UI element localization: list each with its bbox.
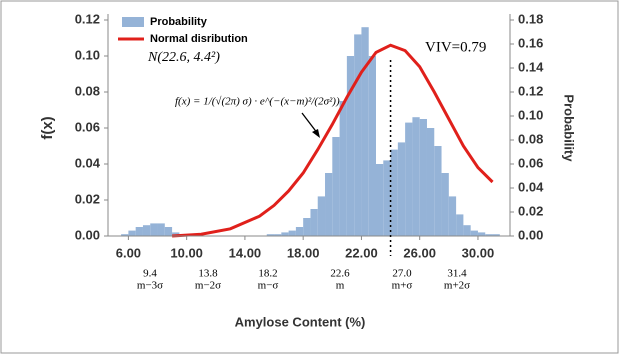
y2-tick-label: 0.12 xyxy=(518,83,543,98)
y2-tick-label: 0.16 xyxy=(518,35,543,50)
y2-tick-label: 0.14 xyxy=(518,59,544,74)
histogram-bar xyxy=(426,128,435,236)
sigma-value: 9.4 xyxy=(143,268,157,280)
histogram-bar xyxy=(354,34,362,237)
y-tick-label: 0.02 xyxy=(75,191,100,206)
x-tick-label: 22.00 xyxy=(345,245,378,260)
histogram-bar xyxy=(339,101,347,236)
histogram-bar xyxy=(463,225,471,236)
sigma-value: 18.2 xyxy=(258,268,277,280)
histogram-bar xyxy=(485,234,493,236)
normal-curve xyxy=(171,43,494,238)
histogram-bar xyxy=(128,230,136,236)
y-tick-label: 0.06 xyxy=(75,119,100,134)
y2-tick-label: 0.02 xyxy=(518,203,543,218)
histogram-bar xyxy=(368,56,376,236)
sigma-label: m−σ xyxy=(258,280,279,292)
histogram-bar xyxy=(164,227,173,236)
histogram-bar xyxy=(441,173,449,236)
histogram-bar xyxy=(157,223,165,236)
histogram-bar xyxy=(470,230,478,236)
y2-tick-label: 0.06 xyxy=(518,155,543,170)
histogram-bar xyxy=(376,164,384,236)
histogram-bar xyxy=(390,149,398,236)
histogram-bar xyxy=(383,160,391,236)
histogram-bar xyxy=(492,234,500,236)
formula-note: f(x) = 1/(√(2π) σ) · e^(−(x−m)²/(2σ²)) xyxy=(175,96,340,108)
y2-tick-label: 0.04 xyxy=(518,179,544,194)
y2-tick-label: 0.00 xyxy=(518,227,543,242)
distribution-note: N(22.6, 4.4²) xyxy=(147,50,220,65)
x-tick-label: 6.00 xyxy=(116,245,141,260)
y2-tick-label: 0.10 xyxy=(518,107,543,122)
histogram-bar xyxy=(288,230,296,236)
x-tick-label: 30.00 xyxy=(462,245,495,260)
legend-label: Probability xyxy=(150,16,208,28)
histogram-bar xyxy=(419,119,427,236)
sigma-label: m+2σ xyxy=(444,280,470,292)
x-tick-label: 10.00 xyxy=(170,245,203,260)
histogram-bar xyxy=(405,122,413,236)
histogram-bar xyxy=(172,232,180,236)
histogram-bar xyxy=(281,232,289,236)
histogram-bar xyxy=(121,234,129,236)
histogram-bar xyxy=(346,56,355,236)
histogram-bar xyxy=(456,214,464,236)
arrow-head xyxy=(312,129,320,138)
histogram-bar xyxy=(325,173,333,236)
sigma-label: m xyxy=(336,280,345,292)
histogram-bar xyxy=(135,227,143,236)
histogram-bar xyxy=(266,234,275,236)
histogram-bar xyxy=(412,117,420,236)
sigma-label: m+σ xyxy=(392,280,413,292)
sigma-value: 31.4 xyxy=(447,268,467,280)
y-tick-label: 0.04 xyxy=(75,155,101,170)
histogram-bar xyxy=(361,27,369,237)
sigma-value: 22.6 xyxy=(330,268,350,280)
histogram-bar xyxy=(310,209,318,236)
y2-axis-label: Probability xyxy=(562,94,577,162)
sigma-label: m−2σ xyxy=(195,280,221,292)
x-tick-label: 18.00 xyxy=(287,245,320,260)
y2-tick-label: 0.08 xyxy=(518,131,543,146)
y-axis-label: f(x) xyxy=(39,116,56,139)
y-tick-label: 0.08 xyxy=(75,83,100,98)
histogram-bar xyxy=(332,137,340,236)
sigma-label: m−3σ xyxy=(137,280,163,292)
y-tick-label: 0.00 xyxy=(75,227,100,242)
histogram-bar xyxy=(434,146,442,236)
histogram-bar xyxy=(295,227,304,236)
histogram-bar xyxy=(477,232,486,236)
histogram-bar xyxy=(142,225,151,236)
legend-swatch xyxy=(122,17,144,27)
sigma-value: 27.0 xyxy=(392,268,412,280)
y2-tick-label: 0.18 xyxy=(518,11,543,26)
y-tick-label: 0.12 xyxy=(75,11,100,26)
x-axis-label: Amylose Content (%) xyxy=(235,314,366,329)
viv-note: VIV=0.79 xyxy=(425,39,486,55)
histogram-bar xyxy=(397,142,406,236)
histogram-bar xyxy=(448,196,457,236)
histogram-bar xyxy=(274,234,282,236)
histogram-bar xyxy=(303,218,311,236)
sigma-value: 13.8 xyxy=(198,268,218,280)
x-tick-label: 26.00 xyxy=(403,245,436,260)
y-tick-label: 0.10 xyxy=(75,47,100,62)
histogram-bar xyxy=(150,223,158,236)
legend-label: Normal disribution xyxy=(150,33,248,45)
histogram-bar xyxy=(317,196,326,236)
x-tick-label: 14.00 xyxy=(229,245,262,260)
